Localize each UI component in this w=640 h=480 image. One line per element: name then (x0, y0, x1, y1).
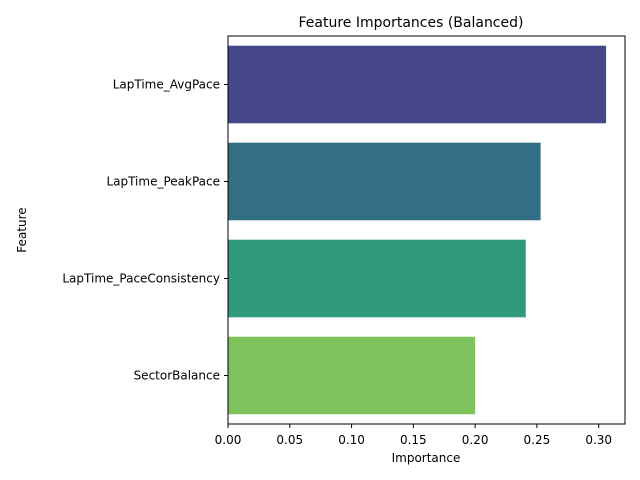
bar-laptime-peakpace (228, 142, 541, 221)
bar-laptime-avgpace (228, 45, 607, 124)
x-tick-label: 0.10 (338, 433, 365, 447)
plot-frame (227, 35, 626, 425)
x-tick-label: 0.25 (524, 433, 551, 447)
x-axis-ticks: 0.00 0.05 0.10 0.15 0.20 0.25 0.30 (215, 424, 612, 447)
x-tick-label: 0.05 (276, 433, 303, 447)
x-tick-label: 0.15 (400, 433, 427, 447)
y-tick-label: LapTime_PaceConsistency (62, 272, 220, 286)
x-axis-label: Importance (392, 451, 461, 465)
y-tick-label: LapTime_AvgPace (113, 78, 220, 92)
bar-laptime-paceconsistency (228, 239, 526, 318)
y-axis-label: Feature (15, 207, 29, 252)
x-tick-label: 0.30 (585, 433, 612, 447)
y-tick-label: SectorBalance (134, 369, 220, 383)
y-tick-label: LapTime_PeakPace (106, 175, 220, 189)
y-axis-ticks: LapTime_AvgPace LapTime_PeakPace LapTime_P… (62, 78, 228, 383)
bar-sectorbalance (228, 336, 476, 415)
x-tick-label: 0.00 (215, 433, 242, 447)
bars-layer (228, 45, 607, 415)
x-tick-label: 0.20 (462, 433, 489, 447)
chart-title: Feature Importances (Balanced) (299, 15, 524, 31)
